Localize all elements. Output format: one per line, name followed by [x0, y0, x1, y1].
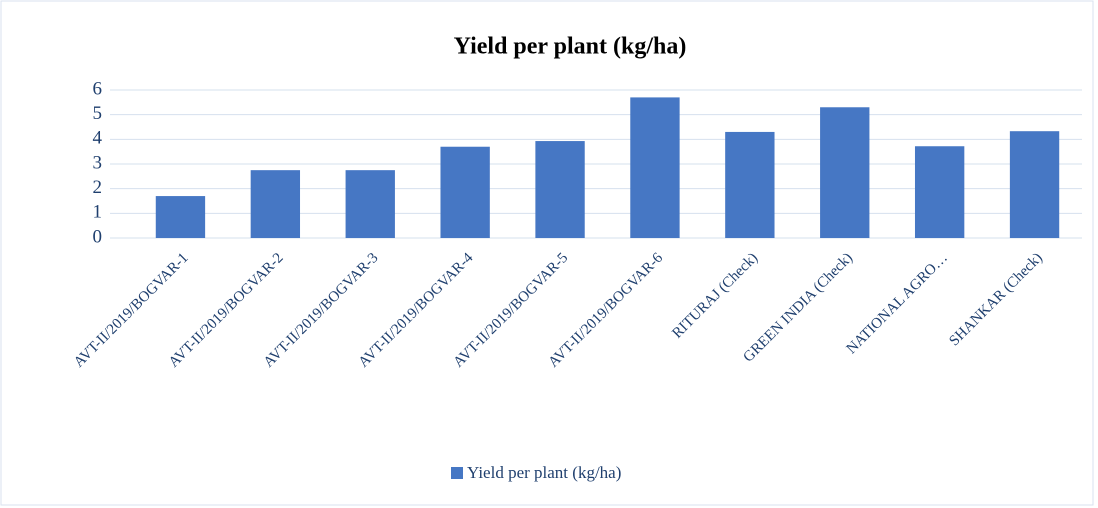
y-tick-label: 5: [93, 103, 103, 124]
y-tick-label: 2: [93, 177, 103, 198]
chart-title: Yield per plant (kg/ha): [454, 34, 687, 60]
bar: [725, 131, 775, 238]
bar: [155, 196, 206, 238]
bar: [914, 146, 965, 238]
bar: [345, 170, 395, 238]
y-tick-label: 6: [93, 78, 103, 99]
y-tick-label: 3: [93, 152, 103, 173]
bar: [440, 146, 490, 238]
legend-swatch: [451, 467, 463, 479]
bar: [250, 170, 301, 238]
legend-label: Yield per plant (kg/ha): [467, 463, 621, 482]
y-tick-label: 1: [93, 202, 103, 223]
bar: [820, 107, 870, 239]
y-tick-label: 0: [93, 226, 103, 247]
bar: [535, 141, 585, 238]
bar: [630, 97, 680, 239]
bar: [1009, 131, 1060, 238]
y-tick-label: 4: [93, 128, 103, 149]
